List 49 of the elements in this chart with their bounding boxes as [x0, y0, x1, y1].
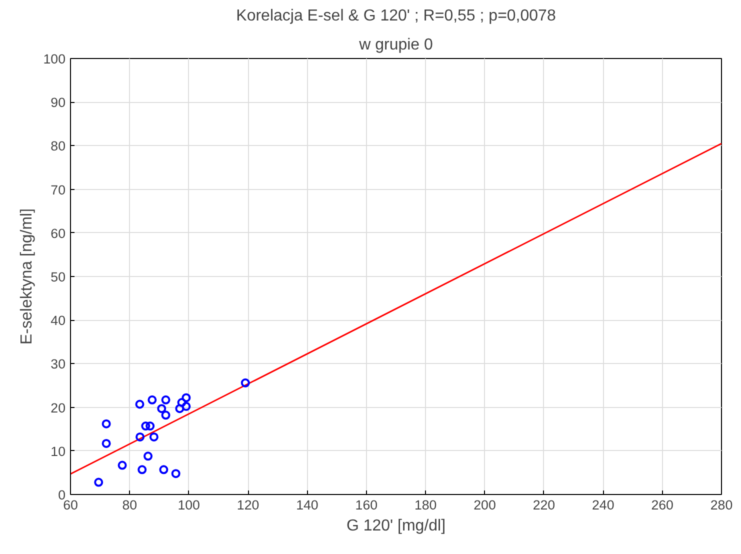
point [118, 460, 127, 470]
x-tick-label: 80 [122, 498, 138, 512]
y-tick-label: 50 [50, 270, 66, 284]
point [149, 432, 158, 442]
y-tick-label: 10 [50, 444, 66, 459]
y-tick-label: 0 [58, 488, 66, 502]
point [175, 404, 184, 414]
point [157, 404, 166, 414]
y-tick-label: 90 [50, 95, 66, 110]
point [182, 402, 191, 411]
y-tick-label: 40 [50, 313, 66, 328]
y-tick-label: 70 [50, 182, 66, 198]
y-tick-label: 20 [50, 400, 66, 416]
x-axis-title: G 120' [mg/dl] [346, 518, 446, 534]
point [182, 393, 191, 402]
x-tick-label: 160 [355, 498, 378, 512]
point [138, 465, 147, 474]
point [102, 438, 111, 448]
point [161, 395, 170, 404]
x-tick-label: 140 [296, 498, 318, 512]
y-tick-label: 30 [50, 356, 66, 372]
x-tick-label: 100 [178, 498, 200, 512]
y-tick-label: 80 [50, 138, 66, 154]
y-axis-title: E-selektyna [ng/ml] [18, 208, 36, 345]
point [161, 410, 170, 420]
x-tick-label: 240 [592, 498, 614, 512]
point [136, 432, 145, 442]
x-tick-label: 280 [710, 498, 733, 512]
chart-title: Korelacja E-sel & G 120' ; R=0,55 ; p=0,0078 [236, 8, 556, 24]
x-tick-label: 260 [651, 498, 674, 512]
x-tick-label: 60 [63, 498, 78, 512]
x-tick-label: 200 [474, 498, 496, 512]
x-tick-label: 120 [236, 498, 260, 512]
point [102, 419, 111, 428]
point [177, 398, 186, 407]
x-tick-label: 180 [414, 498, 437, 512]
point [148, 395, 157, 404]
point [135, 400, 144, 409]
point [240, 378, 250, 388]
point [94, 478, 104, 487]
point [146, 422, 155, 431]
x-tick-label: 220 [532, 498, 556, 512]
point [141, 422, 150, 431]
point [159, 465, 168, 474]
chart-subtitle: w grupie 0 [358, 36, 434, 54]
y-tick-label: 60 [50, 226, 66, 241]
point [171, 469, 180, 478]
y-tick-label: 100 [43, 52, 66, 66]
point [144, 452, 153, 461]
